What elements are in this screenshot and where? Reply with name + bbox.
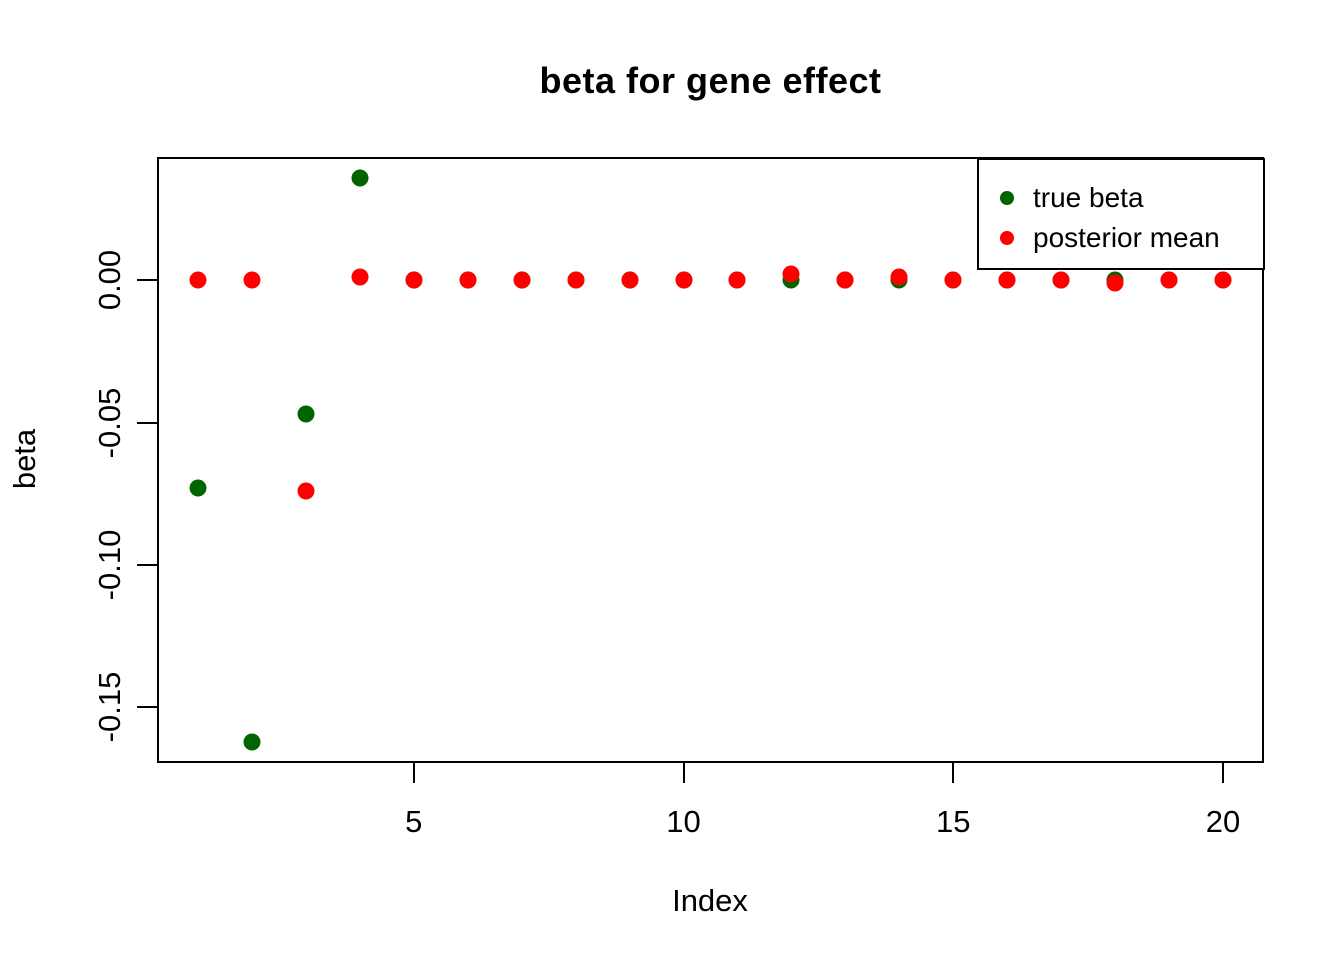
data-point [1160,271,1178,289]
y-tick-mark [137,706,157,709]
data-point [675,271,693,289]
x-tick-mark [1222,763,1224,783]
data-point [1052,271,1070,289]
data-point [351,169,369,186]
y-tick-mark [137,421,157,424]
data-point [567,271,585,289]
data-point [513,271,531,289]
legend: true beta posterior mean [977,158,1265,270]
chart-title: beta for gene effect [539,60,882,101]
data-point [1106,274,1124,292]
data-point [243,271,261,289]
x-tick-mark [682,763,685,783]
data-point [243,733,261,751]
data-point [998,271,1016,289]
x-tick-label: 5 [405,804,423,839]
x-tick-label: 10 [666,804,701,839]
data-point [459,271,477,289]
y-tick-mark [137,279,157,282]
data-point [1214,271,1232,289]
y-tick-label: -0.15 [92,672,127,743]
data-point [782,265,800,283]
x-tick-label: 20 [1205,804,1241,839]
legend-marker-icon [1000,191,1014,205]
x-tick-mark [952,763,955,783]
data-point [351,268,369,286]
data-point [297,482,315,500]
legend-marker-icon [1000,231,1014,245]
data-point [189,271,207,289]
data-point [297,405,315,423]
y-tick-label: 0.00 [92,249,127,311]
legend-label: true beta [1033,182,1144,213]
x-tick-label: 15 [936,804,971,839]
legend-label: posterior mean [1033,222,1220,253]
data-point [728,271,746,289]
y-tick-label: -0.10 [92,529,127,601]
x-tick-mark [412,763,415,783]
data-point [189,479,207,497]
y-tick-mark [137,563,157,566]
data-point [621,271,639,289]
data-point [836,271,854,289]
x-axis-label: Index [672,883,748,918]
data-point [890,268,908,286]
data-point [405,271,423,289]
y-axis-label: beta [7,428,42,490]
data-point [944,271,962,289]
y-tick-label: -0.05 [92,387,127,458]
